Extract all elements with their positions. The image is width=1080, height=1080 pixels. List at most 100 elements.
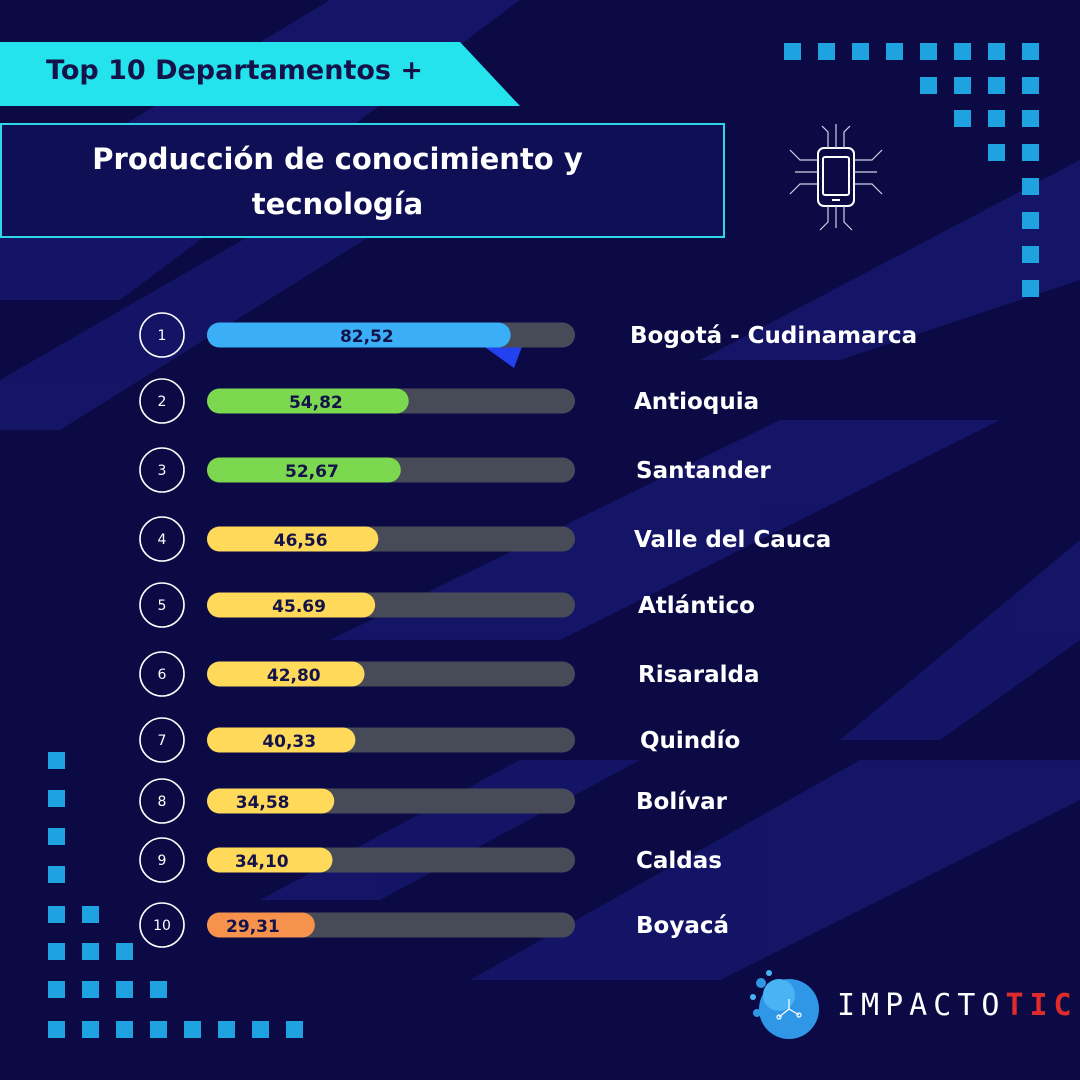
- pixel-square: [150, 1021, 167, 1038]
- pixel-square: [818, 43, 835, 60]
- bar: [207, 388, 409, 414]
- pixel-square: [1022, 110, 1039, 127]
- pixel-square: [920, 43, 937, 60]
- pixel-square: [116, 981, 133, 998]
- rank-label: 10: [153, 918, 171, 934]
- pixel-square: [1022, 280, 1039, 297]
- pixel-square: [784, 43, 801, 60]
- rank-label: 1: [158, 328, 167, 344]
- rank-circle: [139, 447, 185, 493]
- category-label: Caldas: [636, 848, 722, 874]
- pixel-square: [886, 43, 903, 60]
- pixel-square: [1022, 212, 1039, 229]
- pixel-square: [1022, 144, 1039, 161]
- bar-row: 3 52,67 Santander: [139, 447, 771, 493]
- data-label: 34,58: [236, 793, 290, 813]
- bar-row: 8 34,58 Bolívar: [139, 778, 728, 824]
- pixel-square: [988, 77, 1005, 94]
- bar: [207, 526, 379, 552]
- rank-circle: [139, 778, 185, 824]
- subtitle-line-1: Producción de conocimiento y: [92, 142, 583, 176]
- data-label: 29,31: [226, 917, 280, 937]
- pixel-square: [252, 1021, 269, 1038]
- splash-globe-icon: [750, 970, 819, 1039]
- data-label: 40,33: [262, 732, 316, 752]
- pixel-square: [48, 866, 65, 883]
- data-label: 42,80: [267, 666, 321, 686]
- data-label: 54,82: [289, 393, 343, 413]
- pixel-square: [82, 906, 99, 923]
- rank-circle: [139, 717, 185, 763]
- pixel-square: [920, 77, 937, 94]
- rank-circle: [139, 902, 185, 948]
- bar-row: 2 54,82 Antioquia: [139, 378, 759, 424]
- rank-circle: [139, 312, 185, 358]
- category-label: Atlántico: [638, 593, 755, 619]
- rank-circle: [139, 516, 185, 562]
- data-label: 34,10: [235, 852, 289, 872]
- pixel-square: [988, 144, 1005, 161]
- chart-subtitle: Producción de conocimiento y tecnología: [0, 137, 675, 227]
- pixel-square: [218, 1021, 235, 1038]
- pixel-square: [1022, 77, 1039, 94]
- pixel-square: [988, 110, 1005, 127]
- bar-row: 1 82,52 Bogotá - Cudinamarca: [139, 312, 917, 358]
- title-banner: [0, 42, 520, 106]
- pixel-square: [1022, 246, 1039, 263]
- pixel-square: [1022, 178, 1039, 195]
- category-label: Quindío: [640, 728, 740, 754]
- pixel-square: [1022, 43, 1039, 60]
- rank-circle: [139, 378, 185, 424]
- category-label: Santander: [636, 458, 771, 484]
- data-label: 45.69: [272, 597, 326, 617]
- subtitle-line-2: tecnología: [251, 187, 424, 221]
- pixel-square: [988, 43, 1005, 60]
- category-label: Bolívar: [636, 789, 728, 815]
- bar-row: 7 40,33 Quindío: [139, 717, 740, 763]
- category-label: Bogotá - Cudinamarca: [630, 323, 917, 349]
- logo-text-impacto: IMPACTO: [837, 987, 1006, 1023]
- rank-label: 5: [158, 598, 167, 614]
- category-label: Risaralda: [638, 662, 760, 688]
- bar: [207, 847, 333, 873]
- rank-label: 9: [158, 853, 167, 869]
- pixel-square: [82, 1021, 99, 1038]
- rank-label: 2: [158, 394, 167, 410]
- category-label: Valle del Cauca: [634, 527, 831, 553]
- pixel-square: [286, 1021, 303, 1038]
- rank-label: 3: [158, 463, 167, 479]
- pixel-square: [82, 981, 99, 998]
- bar-row: 6 42,80 Risaralda: [139, 651, 760, 697]
- pixel-square: [48, 943, 65, 960]
- pixel-square: [82, 943, 99, 960]
- bar-chart: 1 82,52 Bogotá - Cudinamarca 2 54,82 Antioqui…: [139, 312, 917, 948]
- logo-text-tic: TIC: [1005, 987, 1078, 1023]
- impactotic-logo: IMPACTOTIC: [745, 965, 1078, 1045]
- bar: [207, 457, 401, 483]
- pixel-square: [184, 1021, 201, 1038]
- pixel-square: [48, 906, 65, 923]
- rank-label: 6: [158, 667, 167, 683]
- chart-title: Top 10 Departamentos +: [46, 55, 424, 86]
- pixel-square: [48, 790, 65, 807]
- pixel-square: [116, 1021, 133, 1038]
- logo-text: IMPACTOTIC: [837, 988, 1078, 1023]
- rank-circle: [139, 582, 185, 628]
- pixel-square: [852, 43, 869, 60]
- pixel-square: [150, 981, 167, 998]
- bar: [207, 322, 511, 348]
- pixel-squares-decor: [48, 43, 1039, 1038]
- bar-row: 4 46,56 Valle del Cauca: [139, 516, 831, 562]
- pixel-square: [48, 1021, 65, 1038]
- data-label: 46,56: [274, 531, 328, 551]
- pixel-square: [48, 828, 65, 845]
- bar-row: 9 34,10 Caldas: [139, 837, 722, 883]
- pixel-square: [954, 43, 971, 60]
- rank-label: 7: [158, 733, 167, 749]
- bar: [207, 661, 365, 687]
- rank-label: 4: [158, 532, 167, 548]
- data-label: 82,52: [340, 327, 394, 347]
- data-label: 52,67: [285, 462, 339, 482]
- pixel-square: [48, 752, 65, 769]
